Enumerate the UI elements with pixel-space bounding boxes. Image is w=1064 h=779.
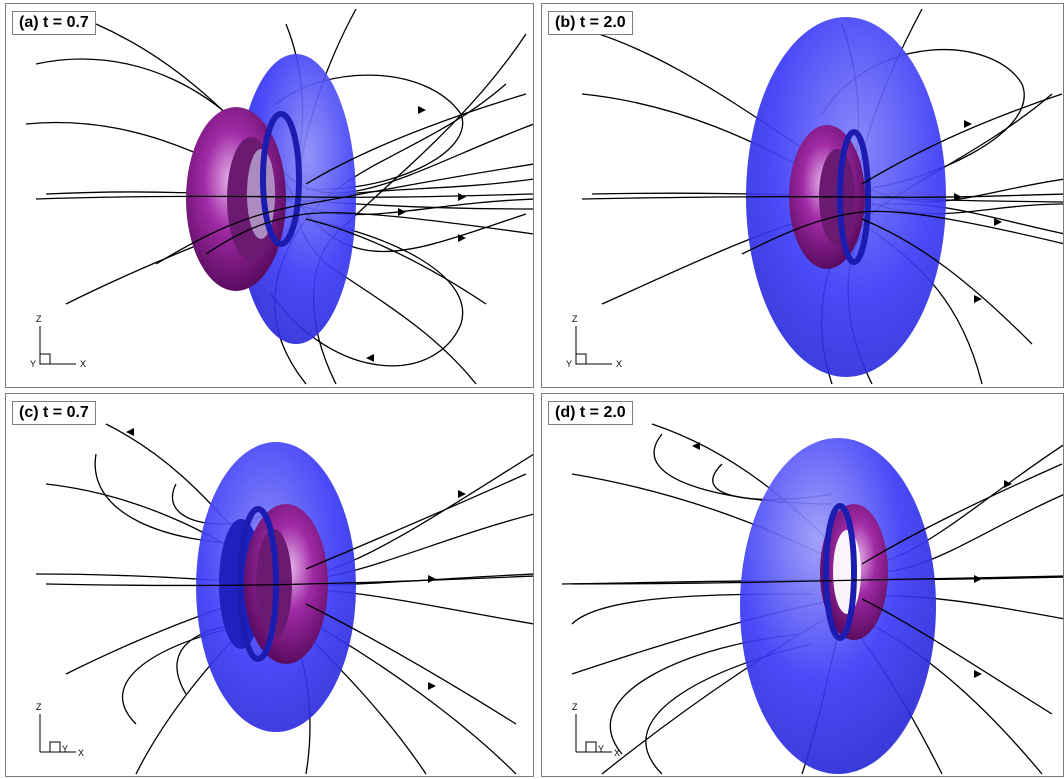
field-lines-front	[35, 93, 533, 305]
arrowheads	[126, 428, 466, 690]
field-lines-front	[571, 463, 1063, 715]
panel-label: (a) t = 0.7	[12, 11, 96, 35]
field-lines-front	[581, 93, 1063, 345]
axis-triad	[575, 326, 612, 365]
axis-x-label: X	[78, 748, 84, 758]
field-lines-front	[45, 473, 533, 725]
arrowheads	[366, 106, 466, 362]
panel-c: X Z Y (c) t = 0.7	[5, 393, 534, 777]
axis-z-label: Z	[36, 314, 42, 324]
axis-x-label: X	[616, 359, 622, 369]
torus-d	[820, 503, 888, 641]
axis-y-label: Y	[62, 744, 68, 754]
axis-y-label: Y	[598, 744, 604, 754]
axis-z-label: Z	[36, 702, 42, 712]
axis-triad	[39, 714, 76, 753]
axis-triad	[39, 326, 76, 365]
axis-x-label: X	[614, 748, 620, 758]
panel-b-scene: X Z Y	[561, 8, 1063, 385]
panel-b: X Z Y (b) t = 2.0	[541, 3, 1064, 388]
panel-a-scene: X Z Y	[25, 8, 533, 385]
panel-d: X Z Y (d) t = 2.0	[541, 393, 1064, 777]
axis-z-label: Z	[572, 702, 578, 712]
axis-z-label: Z	[572, 314, 578, 324]
arrowheads	[692, 442, 1012, 678]
axis-y-label: Y	[566, 359, 572, 369]
axis-y-label: Y	[30, 359, 36, 369]
panel-a: X Z Y (a) t = 0.7	[5, 3, 534, 388]
panel-c-scene: X Z Y	[35, 423, 533, 775]
panel-d-scene: X Z Y	[561, 423, 1063, 775]
panel-label: (c) t = 0.7	[12, 401, 96, 425]
panel-label: (b) t = 2.0	[548, 11, 633, 35]
axis-triad	[575, 714, 612, 753]
panel-label: (d) t = 2.0	[548, 401, 633, 425]
axis-x-label: X	[80, 359, 86, 369]
arrowheads	[954, 120, 1002, 303]
